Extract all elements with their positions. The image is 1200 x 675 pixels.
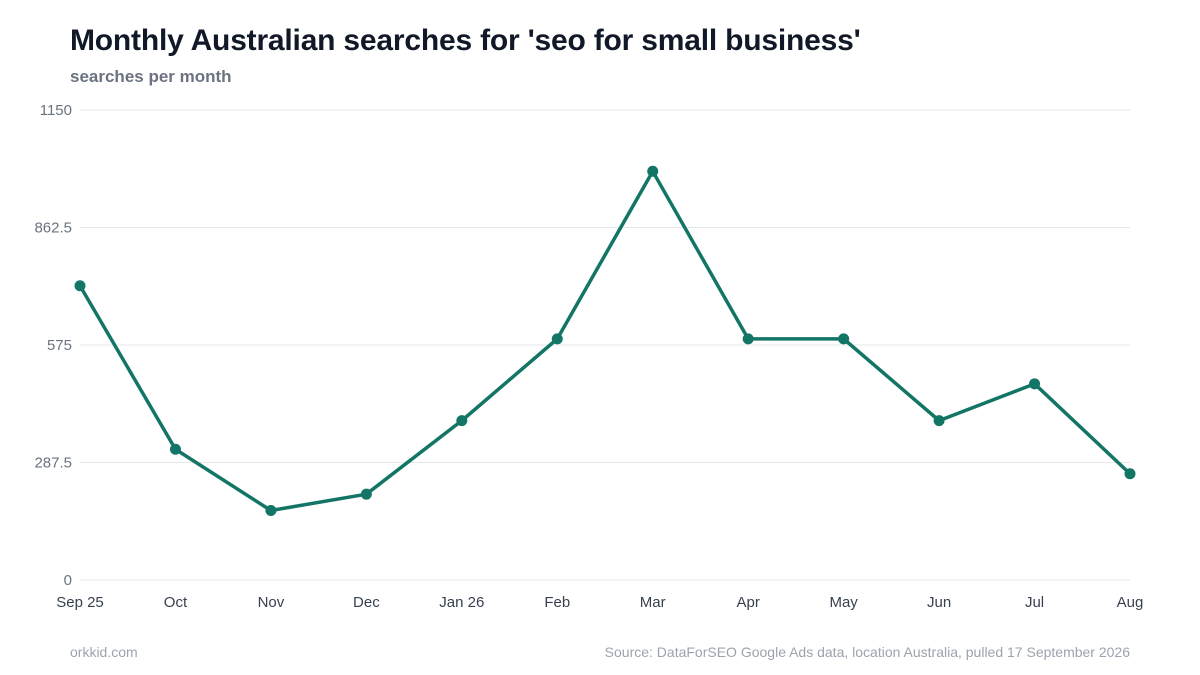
x-tick-label: Dec [353,594,380,611]
x-tick-label: Feb [544,594,570,611]
y-tick-label: 0 [64,572,72,589]
data-point [933,415,945,427]
data-point [265,505,277,517]
y-tick-label: 287.5 [34,455,72,472]
x-tick-label: May [829,594,858,611]
x-tick-label: Apr [737,594,760,611]
y-tick-label: 862.5 [34,220,72,237]
data-point [456,415,468,427]
x-tick-label: Nov [258,594,285,611]
data-point [838,333,850,345]
data-point [360,488,372,500]
data-point [1029,378,1041,390]
gridlines [80,109,1130,581]
data-point [1124,468,1136,480]
site-credit: orkkid.com [70,644,138,660]
x-tick-label: Oct [164,594,188,611]
chart-title: Monthly Australian searches for 'seo for… [70,24,861,57]
y-tick-label: 1150 [40,102,72,119]
data-point [647,165,659,177]
x-tick-label: Jan 26 [439,594,484,611]
series-line-group [78,169,1132,513]
x-tick-label: Aug [1117,594,1144,611]
data-points [74,165,1136,517]
data-point [169,443,181,455]
data-point [74,280,86,292]
x-axis-ticks: Sep 25 Oct Nov Dec Jan 26 Feb Mar Apr May Jun Jul A… [56,594,1143,611]
source-note: Source: DataForSEO Google Ads data, loca… [604,644,1130,660]
data-point [551,333,563,345]
y-axis-ticks: 0 287.5 575 862.5 1150 [34,102,72,589]
x-tick-label: Sep 25 [56,594,104,611]
x-tick-label: Jul [1025,594,1044,611]
data-point [742,333,754,345]
series-line [78,169,1132,513]
chart-subtitle: searches per month [70,67,232,86]
x-tick-label: Mar [640,594,666,611]
x-tick-label: Jun [927,594,951,611]
y-tick-label: 575 [47,337,72,354]
